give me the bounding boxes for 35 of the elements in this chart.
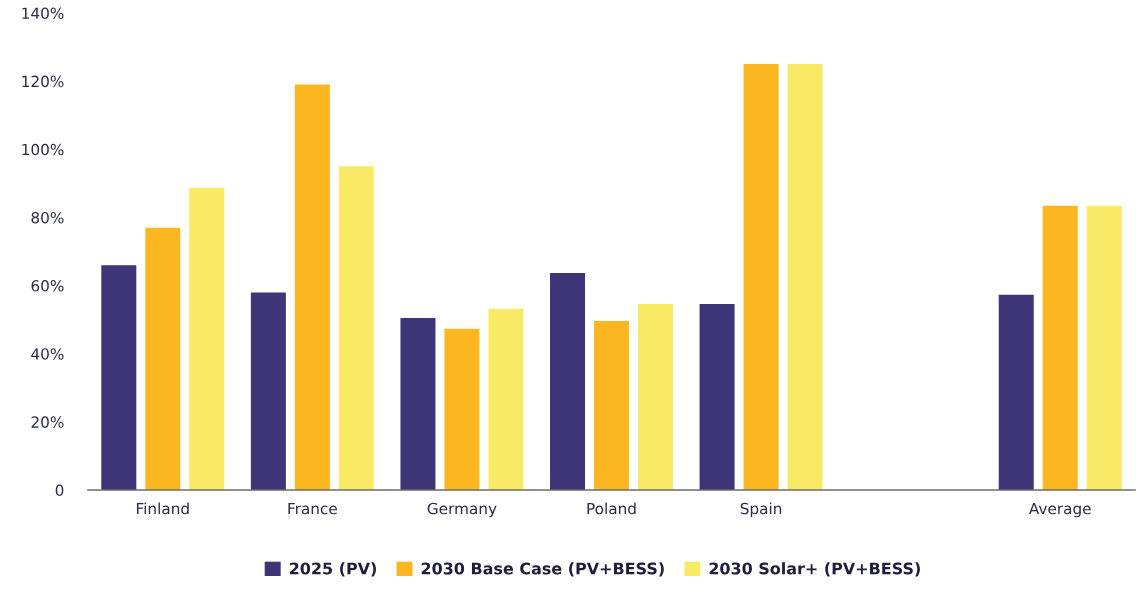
y-tick-label: 120% (22, 75, 64, 88)
bar (550, 272, 586, 490)
bar (444, 328, 480, 490)
bar (1042, 205, 1078, 490)
bar (699, 303, 735, 490)
bar (338, 166, 374, 490)
y-tick-label: 80% (31, 211, 64, 224)
legend-label: 2025 (PV) (289, 562, 376, 577)
x-tick-label: Average (1028, 502, 1091, 518)
bar (743, 64, 779, 490)
bar (101, 265, 137, 490)
x-tick-label: Germany (427, 502, 497, 518)
legend-label: 2030 Base Case (PV+BESS) (421, 562, 664, 577)
bar (250, 292, 286, 490)
x-tick-label: France (288, 502, 337, 515)
legend-label: 2030 Solar+ (PV+BESS) (709, 562, 920, 577)
bar (594, 321, 629, 490)
y-tick-label: 140% (22, 7, 64, 20)
bar (1086, 205, 1122, 490)
bar (637, 303, 673, 490)
bar (488, 308, 524, 490)
y-tick-label: 0 (55, 484, 64, 497)
y-tick-label: 20% (31, 416, 64, 428)
x-tick-label: Poland (587, 502, 636, 515)
bar (189, 187, 225, 490)
y-tick-label: 100% (22, 143, 64, 156)
bar (145, 227, 181, 490)
bar (400, 317, 436, 490)
x-tick-label: Spain (740, 502, 782, 518)
bar (787, 64, 823, 490)
x-tick-label: Finland (136, 502, 189, 515)
y-tick-label: 40% (31, 348, 64, 360)
y-tick-label: 60% (31, 280, 64, 292)
bar (998, 294, 1034, 490)
bar (294, 84, 330, 490)
